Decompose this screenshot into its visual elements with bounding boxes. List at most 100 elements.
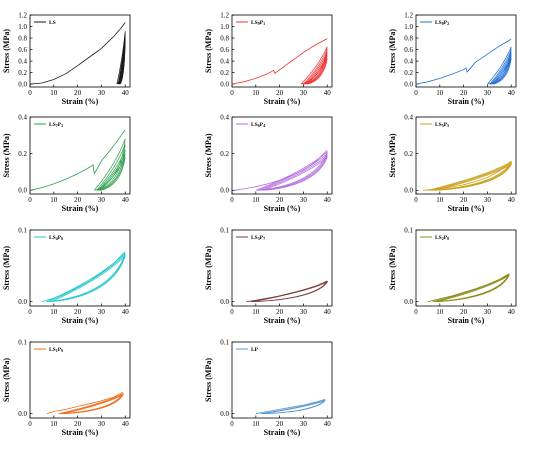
series-cycle-loop [255, 150, 328, 191]
series-cycle-loop [97, 149, 126, 191]
y-tick-label: 0.2 [220, 150, 229, 158]
legend-label: LS [49, 20, 56, 26]
series-cycle-loop [432, 162, 513, 191]
y-tick-label: 0.1 [18, 226, 27, 234]
x-tick-label: 30 [300, 89, 308, 97]
x-axis-title: Strain (%) [448, 97, 485, 106]
x-tick-label: 30 [98, 420, 106, 428]
panel-1: 0 10 20 30 40 0.0 0.2 0.4 0.6 0.8 1.0 1.2 Strain (%)… [2, 11, 131, 106]
y-tick-label: 0.4 [18, 113, 27, 121]
series-cycle-loop [99, 157, 126, 191]
x-axis-title: Strain (%) [448, 204, 485, 213]
plot-frame [231, 116, 333, 195]
legend-label: LS6P4 [251, 122, 265, 128]
x-tick-label: 40 [122, 89, 130, 97]
series-cycle-loop [304, 52, 328, 85]
x-tick-label: 10 [436, 308, 444, 316]
x-tick-label: 40 [508, 196, 516, 204]
series-cycle-loop [260, 399, 327, 415]
x-tick-label: 40 [122, 420, 130, 428]
series-cycle-loop [303, 49, 328, 85]
y-tick-label: 0.0 [18, 187, 27, 195]
series-loading-curve [29, 129, 126, 191]
y-tick-label: 0.4 [220, 113, 229, 121]
x-tick-label: 0 [28, 308, 32, 316]
series-cycle-loop [262, 156, 328, 191]
plot-frame [415, 229, 517, 307]
series-loading-curve [46, 391, 124, 415]
y-tick-label: 0.8 [220, 34, 229, 42]
series-cycle-loop [306, 58, 328, 85]
plot-frame [231, 341, 333, 419]
series-cycle-loop [432, 273, 510, 303]
x-axis-title: Strain (%) [62, 97, 99, 106]
y-tick-label: 0.6 [404, 46, 413, 54]
y-tick-label: 0.2 [18, 69, 27, 77]
x-tick-label: 30 [98, 196, 106, 204]
y-tick-label: 0.8 [404, 34, 413, 42]
y-tick-label: 0.1 [220, 338, 229, 346]
x-tick-label: 20 [74, 308, 82, 316]
series-cycle-loop [96, 144, 126, 191]
y-tick-label: 0.0 [18, 81, 27, 89]
y-tick-label: 0.4 [18, 57, 27, 65]
series-cycle-loop [491, 55, 512, 85]
x-tick-label: 30 [300, 196, 308, 204]
x-tick-label: 20 [276, 196, 284, 204]
x-tick-label: 10 [50, 89, 58, 97]
plot-frame [415, 116, 517, 195]
y-tick-label: 0.0 [220, 81, 229, 89]
plot-frame [415, 14, 517, 88]
series-cycle-loop [258, 152, 328, 191]
y-tick-label: 0.6 [18, 46, 27, 54]
x-tick-label: 20 [460, 196, 468, 204]
y-tick-label: 0.1 [404, 226, 413, 234]
series-loading-curve [255, 399, 326, 415]
y-axis-title: Stress (MPa) [204, 246, 213, 290]
series-cycle-loop [490, 52, 512, 85]
y-tick-label: 0.2 [404, 69, 413, 77]
x-axis-title: Strain (%) [264, 97, 301, 106]
plot-frame [29, 341, 131, 419]
series-cycle-loop [427, 161, 513, 191]
x-tick-label: 40 [324, 308, 332, 316]
y-tick-label: 0.0 [404, 81, 413, 89]
panel-7: 0 10 20 30 40 0.0 0.1 Strain (%) Stress (MPa) LS4… [2, 226, 131, 325]
y-tick-label: 0.4 [404, 57, 413, 65]
panel-9: 0 10 20 30 40 0.0 0.1 Strain (%) Stress (MPa) LS2… [388, 226, 517, 325]
series-cycle-loop [487, 46, 512, 85]
series-cycle-loop [437, 275, 510, 303]
y-tick-label: 1.2 [404, 11, 413, 19]
x-axis-title: Strain (%) [62, 204, 99, 213]
x-tick-label: 40 [122, 196, 130, 204]
y-axis-title: Stress (MPa) [2, 29, 11, 73]
y-tick-label: 0.0 [220, 298, 229, 306]
x-tick-label: 30 [300, 420, 308, 428]
legend-label: LS4P6 [49, 235, 63, 241]
x-tick-label: 30 [484, 196, 492, 204]
x-tick-label: 20 [460, 89, 468, 97]
x-tick-label: 30 [98, 89, 106, 97]
x-tick-label: 10 [436, 196, 444, 204]
y-axis-title: Stress (MPa) [388, 246, 397, 290]
x-axis-title: Strain (%) [448, 316, 485, 325]
series-cycle-loop [260, 154, 328, 191]
series-cycle-loop [305, 55, 328, 85]
x-tick-label: 0 [230, 308, 234, 316]
x-tick-label: 10 [50, 196, 58, 204]
x-tick-label: 10 [252, 420, 260, 428]
series-cycle-loop [434, 274, 510, 303]
y-axis-title: Stress (MPa) [204, 133, 213, 177]
x-tick-label: 0 [414, 196, 418, 204]
series-loading-curve [234, 149, 328, 191]
y-tick-label: 1.2 [220, 11, 229, 19]
y-axis-title: Stress (MPa) [2, 246, 11, 290]
y-tick-label: 0.2 [18, 150, 27, 158]
y-tick-label: 0.0 [404, 298, 413, 306]
plot-frame [231, 229, 333, 307]
y-tick-label: 0.4 [220, 57, 229, 65]
legend-label: LS2P8 [435, 235, 449, 241]
series-loading-curve [231, 38, 328, 85]
y-axis-title: Stress (MPa) [2, 358, 11, 402]
x-tick-label: 40 [508, 308, 516, 316]
